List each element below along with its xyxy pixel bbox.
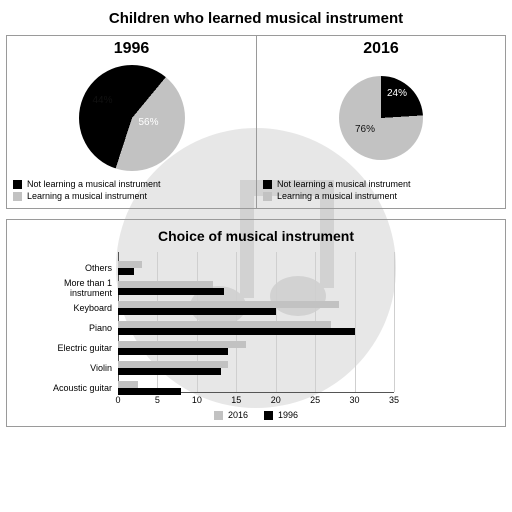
pie-label-learning-1996: 44% — [93, 95, 113, 106]
pie-legend-1996: Not learning a musical instrument Learni… — [13, 178, 250, 202]
category-label: Electric guitar — [22, 343, 112, 353]
bar-1996 — [118, 388, 181, 395]
bar-2016 — [118, 321, 331, 328]
main-title: Children who learned musical instrument — [6, 10, 506, 27]
legend-not-learning: Not learning a musical instrument — [27, 178, 161, 190]
pie-box-2016: 2016 24% 76% Not learning a musical inst… — [256, 35, 506, 209]
category-label: More than 1 instrument — [22, 278, 112, 298]
bar-1996 — [118, 368, 221, 375]
legend-learning: Learning a musical instrument — [277, 190, 397, 202]
category-label: Piano — [22, 323, 112, 333]
pie-chart-2016: 24% 76% — [339, 76, 423, 160]
pie-chart-1996: 44% 56% — [79, 65, 185, 171]
bar-chart-box: Choice of musical instrument 0 5 10 15 20 25 3… — [6, 219, 506, 427]
pie-legend-2016: Not learning a musical instrument Learni… — [263, 178, 499, 202]
bar-1996 — [118, 328, 355, 335]
bar-2016 — [118, 341, 246, 348]
x-tick: 15 — [231, 395, 241, 405]
category-label: Others — [22, 263, 112, 273]
legend-item-2016: 2016 — [214, 410, 248, 420]
pie-charts-row: 1996 44% 56% Not learning a musical inst… — [6, 35, 506, 209]
bar-1996 — [118, 308, 276, 315]
bar-2016 — [118, 301, 339, 308]
category-label: Acoustic guitar — [22, 383, 112, 393]
x-tick: 30 — [350, 395, 360, 405]
legend-item-1996: 1996 — [264, 410, 298, 420]
x-tick: 5 — [155, 395, 160, 405]
x-tick: 25 — [310, 395, 320, 405]
bar-2016 — [118, 261, 142, 268]
x-tick: 0 — [115, 395, 120, 405]
pie-label-notlearning-2016: 24% — [387, 88, 407, 99]
bar-2016 — [118, 281, 213, 288]
pie-label-learning-2016: 76% — [355, 124, 375, 135]
category-label: Keyboard — [22, 303, 112, 313]
x-tick: 20 — [271, 395, 281, 405]
pie-year-1996: 1996 — [13, 40, 250, 58]
x-tick: 10 — [192, 395, 202, 405]
bar-legend: 2016 1996 — [15, 410, 497, 422]
bar-1996 — [118, 268, 134, 275]
bar-2016 — [118, 381, 138, 388]
category-label: Violin — [22, 363, 112, 373]
bar-plot-area: 0 5 10 15 20 25 30 35 Others More than 1 instrume… — [22, 252, 490, 408]
bar-1996 — [118, 288, 224, 295]
bar-chart-title: Choice of musical instrument — [15, 228, 497, 244]
bar-1996 — [118, 348, 228, 355]
legend-not-learning: Not learning a musical instrument — [277, 178, 411, 190]
legend-learning: Learning a musical instrument — [27, 190, 147, 202]
bar-2016 — [118, 361, 228, 368]
pie-box-1996: 1996 44% 56% Not learning a musical inst… — [6, 35, 256, 209]
pie-label-notlearning-1996: 56% — [139, 117, 159, 128]
pie-year-2016: 2016 — [263, 40, 499, 58]
x-tick: 35 — [389, 395, 399, 405]
